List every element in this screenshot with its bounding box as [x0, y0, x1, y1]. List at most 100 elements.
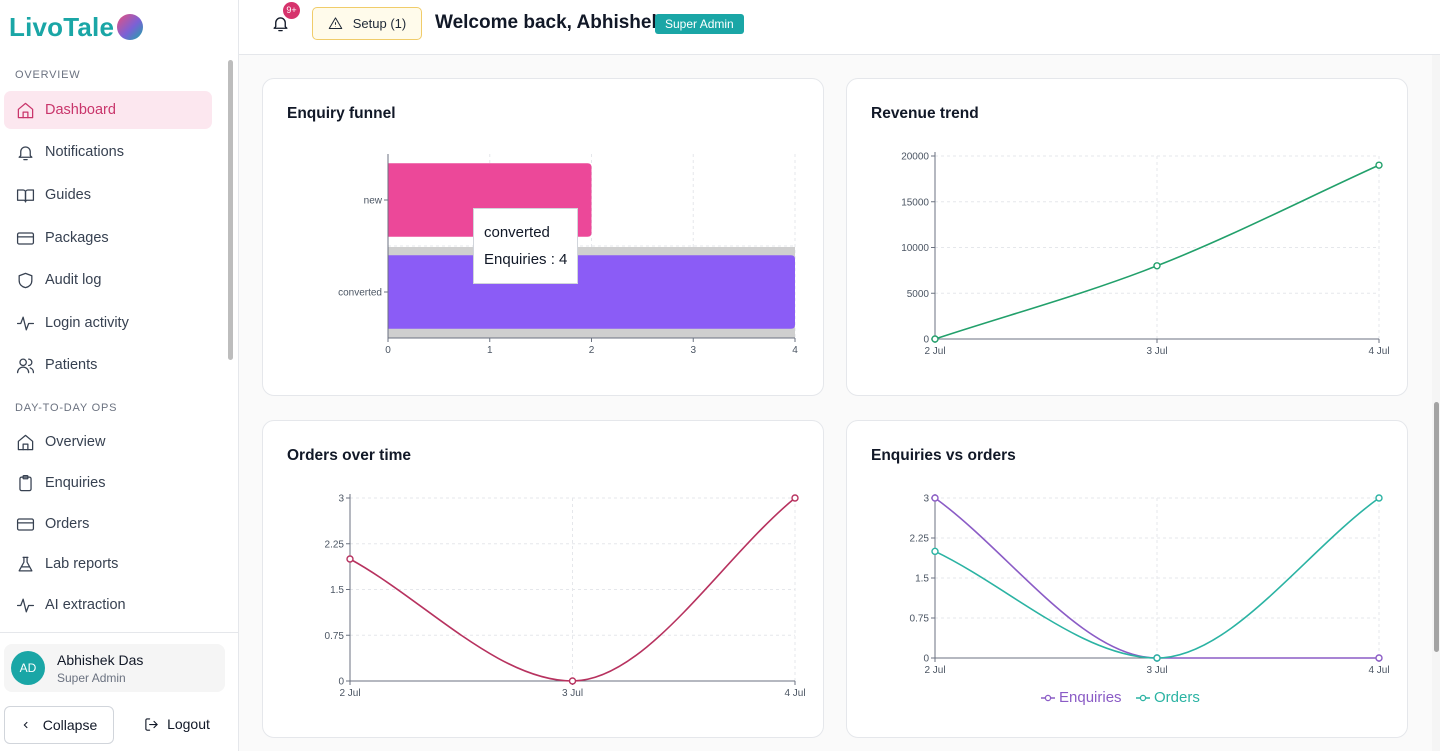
brand-name: LivoTale [9, 11, 115, 42]
sidebar-scrollbar[interactable] [228, 60, 233, 360]
data-point [931, 547, 939, 556]
sidebar-item-label: Notifications [45, 144, 124, 160]
y-tick-label: 0.75 [910, 614, 930, 625]
sidebar-item-label: Enquiries [45, 475, 106, 491]
x-tick-label: 3 [690, 345, 696, 356]
collapse-button[interactable]: Collapse [4, 706, 114, 744]
notification-count-badge: 9+ [283, 2, 300, 19]
sidebar-item-audit-log[interactable]: Audit log [4, 261, 212, 299]
sidebar-item-guides[interactable]: Guides [4, 176, 212, 214]
revenue-trend-chart: 0 5000 10000 15000 20000 2 Jul 3 Jul 4 Jul [901, 152, 1389, 358]
top-header: 9+ Setup (1) Welcome back, Abhishek Supe… [239, 0, 1440, 55]
role-badge: Super Admin [655, 14, 744, 34]
sidebar-item-ai-extraction[interactable]: AI extraction [4, 586, 212, 624]
card-title: Enquiries vs orders [871, 447, 1016, 464]
sidebar-item-patients[interactable]: Patients [4, 346, 212, 384]
sidebar-item-notifications[interactable]: Notifications [4, 133, 212, 171]
home-icon [15, 100, 35, 120]
enquiries-vs-orders-chart: 0 0.75 1.5 2.25 3 2 Jul 3 Jul 4 Jul [910, 494, 1390, 677]
x-tick-label: 3 Jul [562, 688, 583, 699]
x-tick-label: 3 Jul [1146, 346, 1167, 357]
activity-icon [15, 595, 35, 615]
legend-line-icon [1041, 694, 1055, 701]
y-tick-label: 2.25 [325, 539, 345, 550]
data-point [1375, 494, 1383, 502]
y-tick-label: 1.5 [915, 574, 929, 585]
user-name: Abhishek Das [57, 651, 144, 668]
card-icon [15, 514, 35, 534]
legend-line-icon [1136, 694, 1150, 701]
sidebar-item-orders[interactable]: Orders [4, 505, 212, 543]
sidebar-item-label: Patients [45, 357, 98, 373]
sidebar-item-label: Login activity [45, 315, 129, 331]
card-icon [15, 228, 35, 248]
chevron-left-icon [21, 720, 31, 730]
x-tick-label: 4 Jul [1368, 346, 1389, 357]
brand-logo[interactable]: LivoTale [0, 0, 238, 54]
card-title: Revenue trend [871, 105, 979, 122]
y-tick-label: 10000 [901, 243, 929, 254]
sidebar-item-enquiries[interactable]: Enquiries [4, 464, 212, 502]
setup-button[interactable]: Setup (1) [312, 7, 422, 40]
sidebar-item-packages[interactable]: Packages [4, 219, 212, 257]
legend-label: Enquiries [1059, 689, 1122, 706]
y-tick-label: 0 [923, 335, 929, 346]
user-role: Super Admin [57, 670, 126, 685]
legend-item-enquiries[interactable]: Enquiries [1041, 689, 1122, 706]
y-tick-label: 0 [338, 677, 344, 688]
activity-icon [15, 313, 35, 333]
sidebar-item-label: Packages [45, 230, 109, 246]
y-tick-label: 2.25 [910, 534, 930, 545]
sidebar-item-login-activity[interactable]: Login activity [4, 304, 212, 342]
sidebar: LivoTale OVERVIEW Dashboard Notification… [0, 0, 239, 751]
home-icon [15, 432, 35, 452]
sidebar-item-overview[interactable]: Overview [4, 423, 212, 461]
tooltip-title: converted [484, 224, 550, 241]
y-tick-label: converted [338, 288, 382, 299]
y-tick-label: 3 [338, 494, 344, 505]
data-point [1153, 262, 1161, 270]
bar-converted [388, 255, 795, 329]
sidebar-item-label: AI extraction [45, 597, 126, 613]
data-point [931, 335, 939, 343]
x-tick-label: 2 Jul [924, 346, 945, 357]
page-scrollbar-thumb[interactable] [1434, 402, 1439, 652]
sidebar-item-label: Orders [45, 516, 90, 532]
collapse-label: Collapse [42, 717, 98, 733]
users-icon [15, 355, 35, 375]
x-tick-label: 3 Jul [1146, 665, 1167, 676]
setup-label: Setup (1) [352, 16, 407, 31]
sidebar-item-label: Lab reports [45, 556, 119, 572]
enquiry-funnel-card: Enquiry funnel new converted 0 1 2 3 4 convert… [262, 78, 824, 396]
sidebar-divider [0, 632, 238, 633]
warning-icon [328, 17, 342, 29]
y-tick-label: 0 [923, 654, 929, 665]
book-icon [15, 185, 35, 205]
x-tick-label: 4 Jul [1368, 665, 1389, 676]
avatar: AD [11, 651, 45, 685]
flask-icon [15, 554, 35, 574]
legend-item-orders[interactable]: Orders [1136, 689, 1200, 706]
sidebar-item-lab-reports[interactable]: Lab reports [4, 545, 212, 583]
logout-icon [144, 717, 159, 732]
welcome-heading: Welcome back, Abhishek [435, 12, 663, 33]
data-point [346, 555, 354, 563]
sidebar-item-label: Guides [45, 187, 91, 203]
data-point [1153, 654, 1161, 662]
x-tick-label: 1 [487, 345, 493, 356]
sidebar-item-label: Overview [45, 434, 106, 450]
brand-mark-icon [117, 14, 144, 40]
notifications-bell-icon[interactable] [271, 14, 291, 34]
section-label-overview: OVERVIEW [15, 69, 81, 81]
data-point [1375, 654, 1383, 662]
logout-label: Logout [167, 716, 210, 732]
data-point [931, 494, 939, 502]
user-card[interactable]: AD Abhishek Das Super Admin [4, 644, 225, 692]
logout-button[interactable]: Logout [132, 706, 222, 742]
orders-over-time-card: Orders over time 0 0.75 1.5 2.25 3 2 Jul 3 Jul… [262, 420, 824, 738]
sidebar-nav: OVERVIEW Dashboard Notifications Guides … [0, 54, 224, 632]
legend-label: Orders [1154, 689, 1200, 706]
sidebar-item-dashboard[interactable]: Dashboard [4, 91, 212, 129]
card-title: Enquiry funnel [287, 105, 396, 122]
y-tick-label: 5000 [907, 289, 930, 300]
